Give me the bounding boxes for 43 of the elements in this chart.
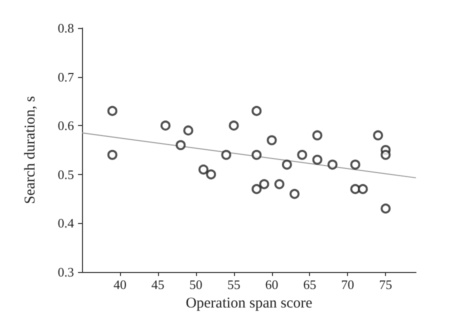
point [373,130,384,140]
point [206,169,216,180]
point [198,164,208,175]
y-tick-label: 0.8 [58,20,74,36]
y-tick-label: 0.3 [58,264,74,280]
point [274,179,284,190]
point [183,125,194,136]
point [328,160,338,170]
y-tick-label: 0.7 [58,69,74,84]
point [282,160,292,170]
y-axis-title: Search duration, s [22,96,38,204]
point [350,160,360,170]
x-tick-label: 40 [113,277,126,292]
point [221,150,232,160]
point [350,184,360,194]
point [380,204,391,214]
point [266,135,277,146]
y-tick-label: 0.5 [58,166,74,182]
point [107,106,118,116]
point [312,154,322,165]
point [160,120,170,131]
y-tick-label: 0.4 [58,216,74,231]
point [297,150,308,160]
point [312,130,322,140]
x-axis-title: Operation span score [186,295,313,312]
point [358,184,368,194]
x-tick-label: 75 [379,277,392,292]
x-tick-label: 60 [265,277,278,292]
point [252,184,262,194]
point [290,188,300,199]
y-tick-label: 0.6 [58,118,74,134]
x-tick-label: 55 [227,277,240,292]
point [252,150,262,160]
point [228,120,239,131]
point [107,150,118,160]
point [176,140,186,150]
x-tick-label: 70 [341,277,354,292]
x-tick-label: 45 [151,277,164,292]
point [259,179,270,190]
point [252,106,262,116]
point [380,150,391,160]
x-tick-label: 50 [189,277,202,292]
x-tick-label: 65 [303,277,316,292]
